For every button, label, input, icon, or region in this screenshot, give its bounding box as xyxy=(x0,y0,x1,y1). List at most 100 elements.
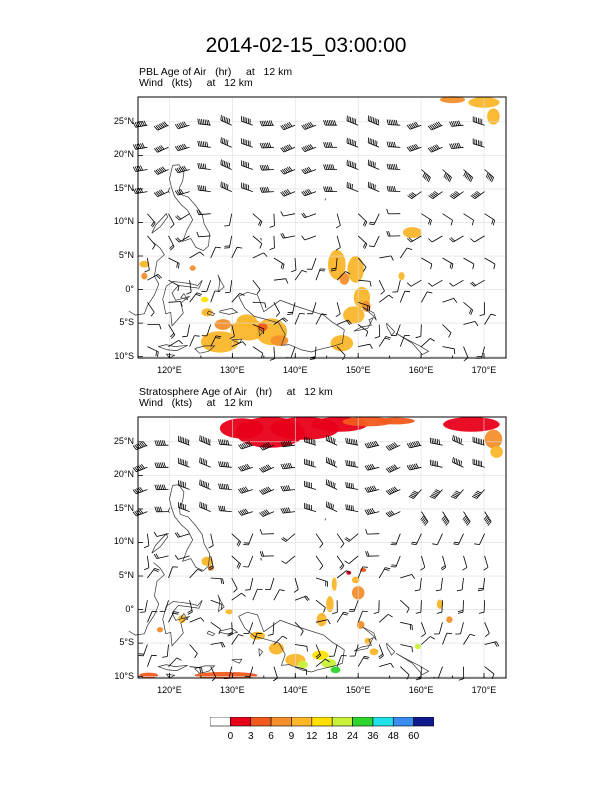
colorbar-swatch xyxy=(291,717,313,727)
contour-region xyxy=(443,417,500,432)
contour-region xyxy=(487,108,500,125)
contour-region xyxy=(214,319,232,330)
panel1-label: PBL Age of Air (hr) at 12 km Wind (kts) … xyxy=(139,67,292,89)
colorbar-swatch xyxy=(392,717,414,727)
contour-region xyxy=(351,576,360,584)
panel2-lon-label: 140°E xyxy=(282,685,308,695)
contour-region xyxy=(141,272,148,280)
colorbar-swatch xyxy=(331,717,353,727)
colorbar-tick-label: 18 xyxy=(326,731,338,742)
panel1-label-line2: Wind (kts) at 12 km xyxy=(139,77,253,89)
contour-region xyxy=(377,417,415,425)
panel2-lat-label: 5°S xyxy=(119,637,134,648)
panel1-lat-label: 10°S xyxy=(114,350,134,361)
contour-region xyxy=(189,265,196,271)
colorbar-tick-label: 3 xyxy=(247,731,254,742)
coastlines xyxy=(128,164,430,359)
panel1-lat-label: 10°N xyxy=(113,216,134,227)
panel1-lon-label: 150°E xyxy=(345,365,371,375)
panel1-lon-label: 140°E xyxy=(282,365,308,375)
contour-region xyxy=(402,227,422,238)
contour-region xyxy=(339,272,350,285)
panel2-lat-label: 10°S xyxy=(114,670,134,681)
colorbar-swatch xyxy=(250,717,272,727)
contour-region xyxy=(194,671,258,679)
colorbar xyxy=(210,717,434,727)
map-panel-pbl xyxy=(128,96,507,362)
colorbar-tick-label: 36 xyxy=(367,731,379,742)
panel2-lat-label: 25°N xyxy=(113,435,134,446)
panel1-lon-label: 120°E xyxy=(157,365,182,375)
colorbar-swatch xyxy=(230,717,252,727)
colorbar-tick-label: 24 xyxy=(346,731,359,742)
contour-region xyxy=(200,296,209,303)
colorbar-swatch xyxy=(372,717,394,727)
colorbar-swatch xyxy=(413,717,434,727)
contour-region xyxy=(225,608,233,615)
contour-region xyxy=(156,627,164,633)
graticule xyxy=(138,97,506,358)
panel2-lat-label: 10°N xyxy=(113,536,134,547)
contour-region xyxy=(439,96,466,104)
contour-region xyxy=(270,335,289,346)
map-canvas xyxy=(128,416,507,682)
contour-region xyxy=(297,660,308,669)
contour-region xyxy=(139,672,159,678)
panel2-lon-label: 170°E xyxy=(471,685,497,695)
contour-region xyxy=(343,306,365,324)
colorbar-swatch xyxy=(210,717,231,727)
colorbar-tick-label: 0 xyxy=(227,731,234,742)
colorbar-swatch xyxy=(270,717,292,727)
contour-region xyxy=(257,323,268,332)
colorbar-tick-label: 9 xyxy=(288,731,295,742)
wind-barbs xyxy=(132,115,496,362)
graticule xyxy=(138,417,506,678)
panel2-label: Stratosphere Age of Air (hr) at 12 km Wi… xyxy=(139,387,333,409)
colorbar-tick-label: 60 xyxy=(408,731,420,742)
contour-region xyxy=(236,314,257,328)
panel2-lat-label: 0° xyxy=(125,603,134,614)
panel1-lat-label: 20°N xyxy=(113,149,134,160)
contour-region xyxy=(201,556,213,566)
contour-region xyxy=(361,300,371,312)
contour-region xyxy=(316,612,327,627)
colorbar-swatch xyxy=(352,717,374,727)
panel1-lat-label: 5°N xyxy=(118,250,134,260)
panel2-lon-label: 150°E xyxy=(345,685,371,695)
age-of-air-fill xyxy=(139,417,503,679)
map-canvas xyxy=(128,96,507,362)
panel2-lon-label: 130°E xyxy=(220,685,245,695)
colorbar-tick-label: 12 xyxy=(306,731,318,742)
contour-region xyxy=(331,577,337,591)
panel2-lon-label: 160°E xyxy=(408,685,434,695)
contour-region xyxy=(139,260,150,268)
colorbar-tick-label: 6 xyxy=(268,731,274,742)
contour-region xyxy=(369,648,379,656)
contour-region xyxy=(398,272,405,281)
wind-barbs xyxy=(132,434,500,682)
contour-region xyxy=(436,599,443,609)
panel1-lat-label: 0° xyxy=(125,283,134,294)
panel2-lon-label: 120°E xyxy=(157,685,182,695)
colorbar-tick-label: 48 xyxy=(387,731,399,742)
panel2-lat-label: 20°N xyxy=(113,469,134,480)
panel1-label-line1: PBL Age of Air (hr) at 12 km xyxy=(139,66,293,78)
panel1-lat-label: 15°N xyxy=(113,182,134,193)
contour-region xyxy=(490,445,503,458)
contour-region xyxy=(326,596,334,613)
panel1-lon-label: 160°E xyxy=(408,365,434,375)
contour-region xyxy=(347,256,364,283)
panel2-lat-label: 15°N xyxy=(113,502,134,513)
panel1-lat-label: 5°S xyxy=(119,317,134,328)
panel2-label-line1: Stratosphere Age of Air (hr) at 12 km xyxy=(139,386,333,398)
panel1-lon-label: 170°E xyxy=(471,365,497,375)
panel1-lat-label: 25°N xyxy=(113,115,134,126)
contour-region xyxy=(414,643,421,650)
contour-region xyxy=(200,331,239,353)
map-panel-stratosphere xyxy=(128,416,507,682)
colorbar-swatch xyxy=(311,717,333,727)
contour-region xyxy=(446,616,453,623)
panel2-label-line2: Wind (kts) at 12 km xyxy=(139,397,253,409)
contour-region xyxy=(321,658,337,668)
contour-region xyxy=(484,429,503,449)
